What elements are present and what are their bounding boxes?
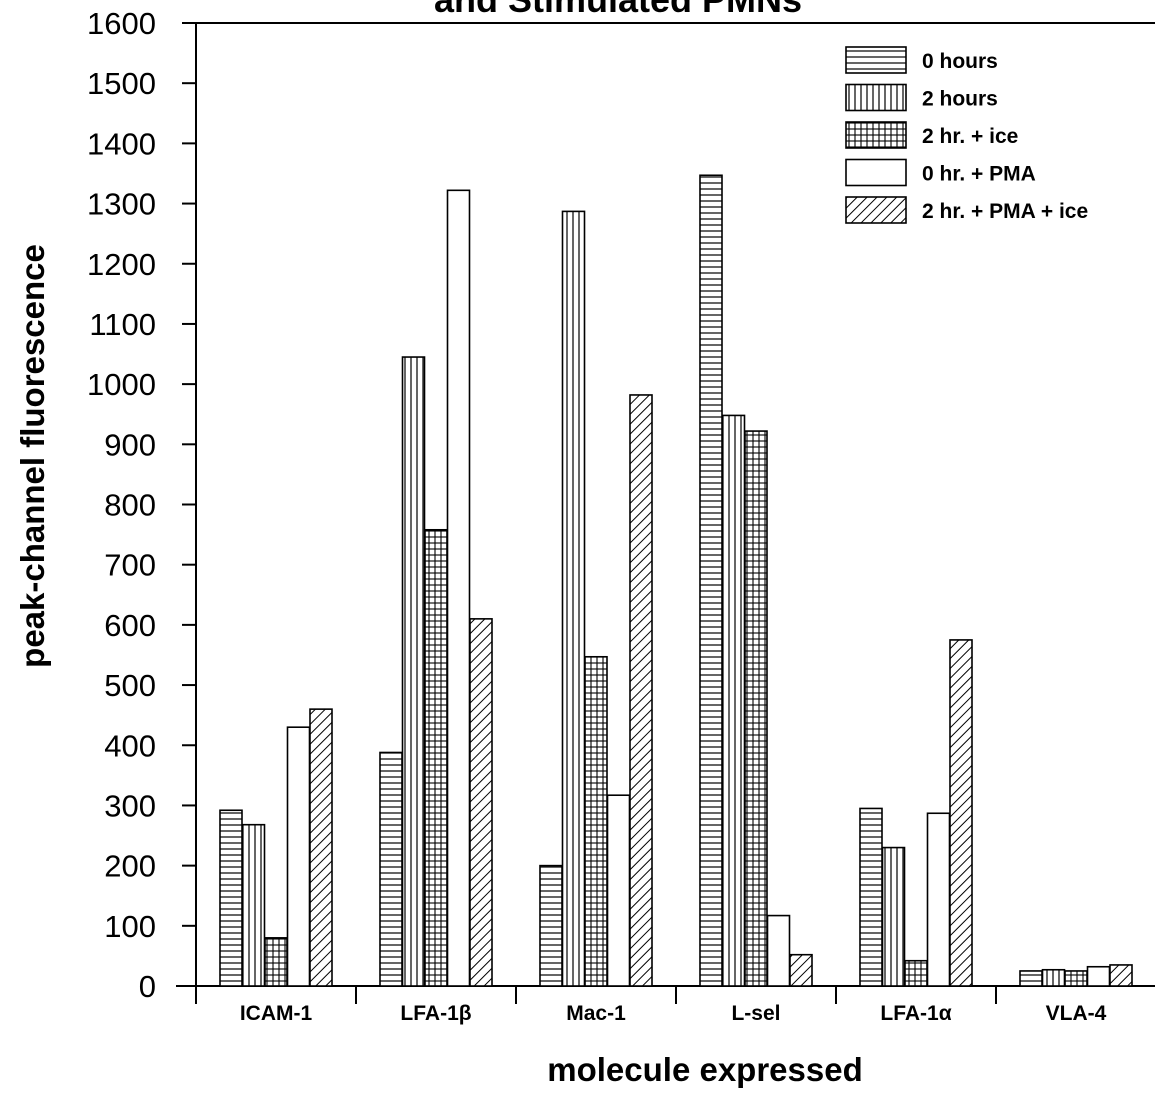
y-tick-label: 200 [104,849,156,884]
bar [904,959,928,987]
bar [219,809,243,987]
bars [219,174,1133,987]
y-tick-label: 300 [104,788,156,823]
x-tick-label: VLA-4 [1046,1002,1107,1025]
y-tick-label: 500 [104,668,156,703]
y-tick-label: 900 [104,427,156,462]
legend-label: 2 hr. + PMA + ice [922,200,1088,223]
legend-swatch [845,196,907,224]
bar [859,807,883,987]
y-tick-label: 1300 [87,187,156,222]
axes: 0 100 200 300 400 500 600 700 800 900 1000 1100 1200… [87,6,1155,1025]
y-tick-label: 700 [104,548,156,583]
bar [1019,970,1043,987]
y-tick-label: 1100 [89,307,156,342]
y-tick-label: 800 [104,488,156,523]
bar [949,639,973,987]
y-tick-label: 1500 [87,66,156,101]
bar [926,812,951,987]
bar [539,864,563,987]
bar [744,430,768,987]
x-tick-label: ICAM-1 [240,1002,313,1025]
bar [424,528,448,987]
legend-swatch [845,121,907,149]
bar [264,937,288,987]
legend-label: 2 hr. + ice [922,125,1018,148]
bar [286,726,311,987]
y-tick-label: 1400 [87,126,156,161]
x-tick-label: LFA-1α [880,1002,951,1025]
bar [1064,970,1088,987]
bar [309,708,333,987]
bar [881,846,906,987]
bar [606,794,631,987]
bar [699,174,723,987]
legend-label: 0 hours [922,50,998,73]
y-axis-title: peak-channel fluorescence [14,244,51,668]
y-tick-label: 600 [104,608,156,643]
y-tick-label: 1600 [87,6,156,41]
x-tick-label: L-sel [731,1002,780,1025]
legend-label: 2 hours [922,88,998,111]
x-axis-title: molecule expressed [547,1051,863,1088]
chart-title: and Stimulated PMNs [434,0,802,20]
bar [629,394,653,987]
bar [1109,964,1133,987]
x-tick-label: LFA-1β [400,1002,471,1025]
bar [446,189,471,987]
bar [721,414,746,987]
bar [401,356,426,987]
x-tick-label: Mac-1 [566,1002,626,1025]
y-tick-label: 400 [104,728,156,763]
legend: 0 hours 2 hours 2 hr. + ice 0 hr. + PMA 2 hr… [845,46,1088,224]
y-tick-label: 100 [104,909,156,944]
bar [469,618,493,987]
bar [789,953,813,987]
y-tick-label: 1200 [87,247,156,282]
y-tick-label: 0 [139,969,156,1004]
bar [1041,968,1066,987]
bar [241,823,266,987]
legend-swatch [845,46,907,74]
bar [584,655,608,987]
legend-swatch [845,158,907,187]
legend-swatch [845,83,907,112]
bar [766,914,791,987]
y-tick-label: 1000 [87,367,156,402]
bar [379,751,403,987]
legend-label: 0 hr. + PMA [922,163,1036,186]
bar [1086,965,1111,987]
bar [561,210,586,987]
